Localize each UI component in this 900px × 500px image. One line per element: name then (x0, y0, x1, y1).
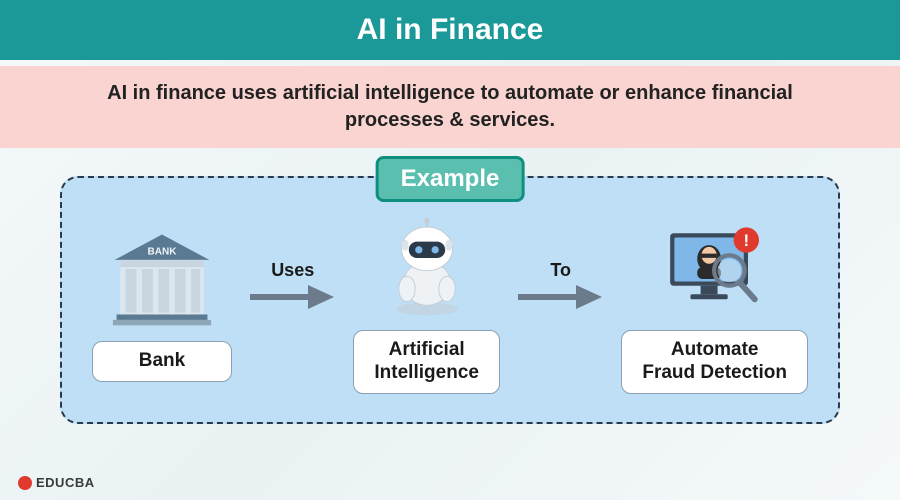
arrow-right-icon (516, 283, 606, 311)
svg-text:BANK: BANK (148, 247, 178, 258)
fraud-detection-icon: ! (660, 218, 770, 318)
robot-icon (372, 218, 482, 318)
footer-logo: EDUCBA (18, 475, 95, 490)
node-label-bank: Bank (92, 341, 232, 382)
logo-dot-icon (18, 476, 32, 490)
svg-text:!: ! (743, 231, 749, 250)
node-label-ai: Artificial Intelligence (353, 330, 500, 394)
node-fraud: ! Automate Fraud Detection (621, 218, 808, 394)
brand-text: EDUCBA (36, 475, 95, 490)
arrow-label-uses: Uses (271, 260, 314, 281)
subtitle-band: AI in finance uses artificial intelligen… (0, 66, 900, 148)
node-label-fraud: Automate Fraud Detection (621, 330, 808, 394)
example-badge: Example (376, 156, 525, 202)
node-bank: BANK Bank (92, 229, 232, 382)
example-container: Example BANK Bank (60, 176, 840, 424)
node-ai: Artificial Intelligence (353, 218, 500, 394)
arrow-label-to: To (550, 260, 571, 281)
arrow-to: To (516, 260, 606, 311)
example-box: BANK Bank Uses (60, 176, 840, 424)
header-bar: AI in Finance (0, 0, 900, 60)
arrow-right-icon (248, 283, 338, 311)
arrow-uses: Uses (248, 260, 338, 311)
page-title: AI in Finance (357, 13, 544, 47)
subtitle-text: AI in finance uses artificial intelligen… (107, 82, 793, 131)
bank-icon: BANK (107, 229, 217, 329)
